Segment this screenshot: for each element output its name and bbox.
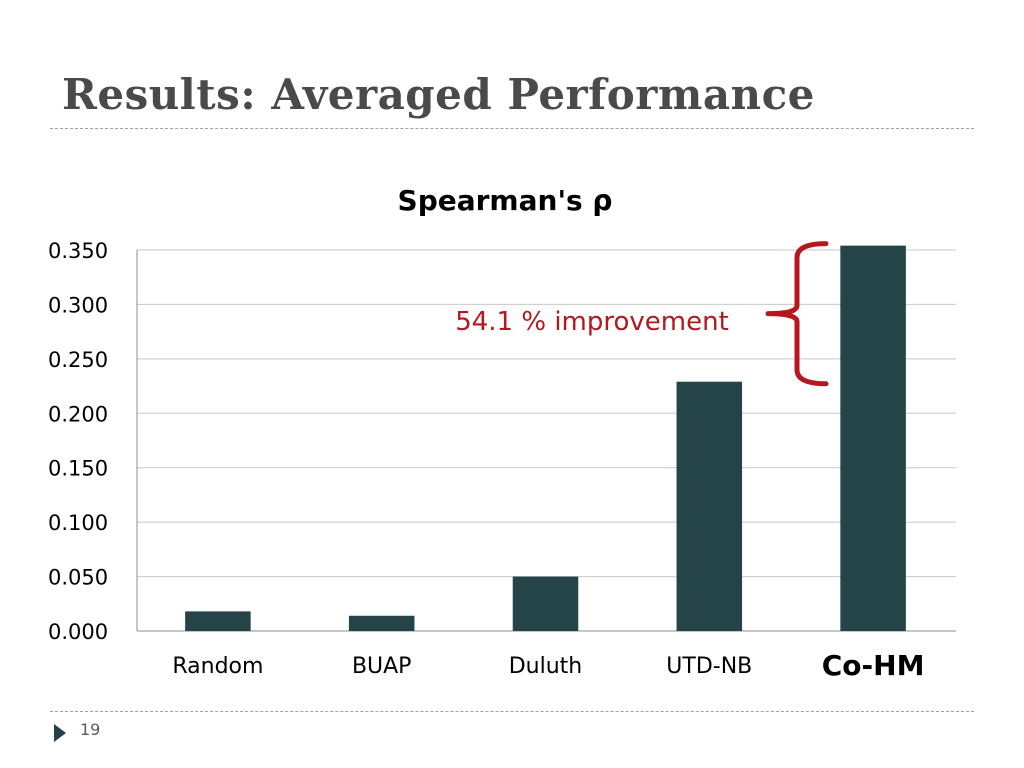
curly-brace-icon <box>765 241 829 387</box>
footer-divider <box>50 711 974 712</box>
y-tick-label: 0.000 <box>48 620 108 644</box>
title-divider <box>50 128 974 129</box>
y-axis-ticks: 0.000 0.050 0.100 0.150 0.200 0.250 0.300 0.350 <box>48 239 108 644</box>
y-tick-label: 0.200 <box>48 402 108 426</box>
y-tick-label: 0.100 <box>48 511 108 535</box>
triangle-bullet-icon <box>54 724 66 742</box>
x-tick-label: BUAP <box>352 654 412 679</box>
bar <box>185 611 251 631</box>
x-tick-label: UTD-NB <box>666 654 752 679</box>
x-tick-label: Co-HM <box>822 649 925 682</box>
improvement-annotation: 54.1 % improvement <box>455 241 829 387</box>
chart-title: Spearman's ρ <box>398 184 613 217</box>
bar <box>348 615 415 631</box>
slide-title: Results: Averaged Performance <box>62 70 815 119</box>
y-tick-label: 0.150 <box>48 457 108 481</box>
gridlines <box>136 249 956 632</box>
improvement-label: 54.1 % improvement <box>455 307 729 337</box>
y-tick-label: 0.300 <box>48 293 108 317</box>
y-tick-label: 0.050 <box>48 566 108 590</box>
x-tick-label: Duluth <box>509 654 583 679</box>
y-tick-label: 0.350 <box>48 239 108 263</box>
bar <box>840 245 906 631</box>
bar <box>512 576 579 631</box>
slide-number: 19 <box>80 720 101 739</box>
bar <box>676 381 743 631</box>
x-axis-labels: Random BUAP Duluth UTD-NB Co-HM <box>172 649 924 682</box>
y-tick-label: 0.250 <box>48 348 108 372</box>
x-tick-label: Random <box>172 654 263 679</box>
bars <box>185 245 906 631</box>
